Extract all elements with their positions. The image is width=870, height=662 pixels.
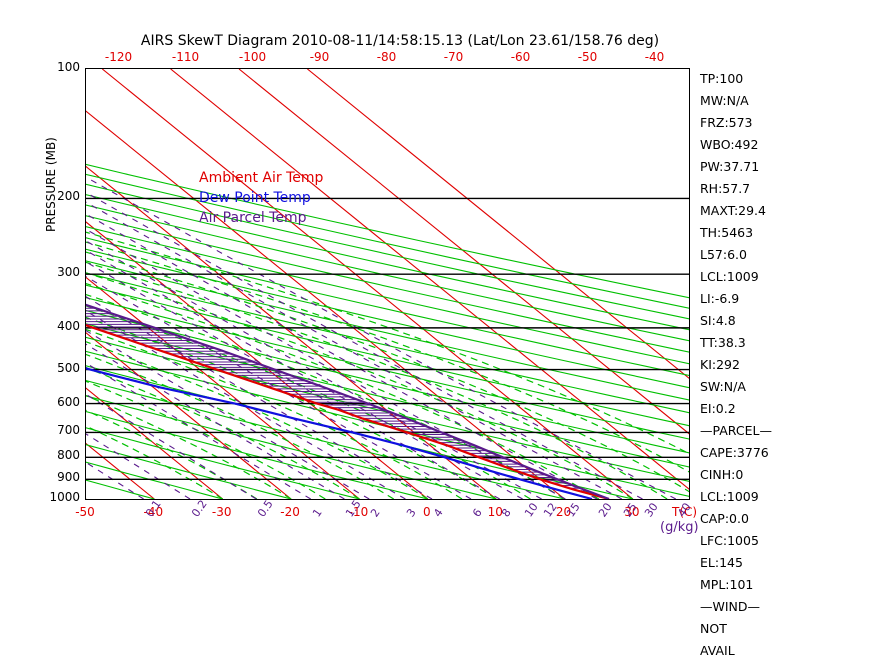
parameter-wbo492: WBO:492: [700, 137, 759, 152]
parameter-swna: SW:N/A: [700, 379, 746, 394]
top-temp-tick--110: -110: [171, 50, 200, 64]
parameter-cape3776: CAPE:3776: [700, 445, 769, 460]
page-title: AIRS SkewT Diagram 2010-08-11/14:58:15.1…: [140, 33, 660, 49]
bottom-temp-tick-10: 10: [487, 505, 503, 519]
bottom-temp-tick--30: -30: [211, 505, 232, 519]
top-temp-tick--100: -100: [238, 50, 267, 64]
parameter-mpl101: MPL:101: [700, 577, 754, 592]
parameter-th5463: TH:5463: [700, 225, 754, 240]
mixing-ratio-tick-1: 1: [309, 506, 325, 520]
pressure-tick-400: 400: [57, 318, 80, 333]
parameter-maxt294: MAXT:29.4: [700, 203, 766, 218]
legend-ambient-air-temp: Ambient Air Temp: [199, 170, 324, 186]
x-axis-temp-label: T(C): [672, 505, 698, 519]
bottom-temp-tick-0: 0: [423, 505, 431, 519]
pressure-tick-500: 500: [57, 360, 80, 375]
bottom-temp-tick--50: -50: [75, 505, 95, 519]
top-temp-tick--50: -50: [577, 50, 598, 64]
pressure-tick-900: 900: [57, 470, 80, 485]
parameter-pw3771: PW:37.71: [700, 159, 760, 174]
bottom-temp-tick--20: -20: [280, 505, 300, 519]
skewt-plot-area: Ambient Air Temp Dew Point Temp Air Parc…: [85, 68, 690, 500]
parameter-li69: LI:-6.9: [700, 291, 740, 306]
top-temp-tick--80: -80: [376, 50, 397, 64]
pressure-tick-700: 700: [57, 423, 80, 438]
legend-air-parcel-temp: Air Parcel Temp: [199, 210, 307, 226]
parameter-cap00: CAP:0.0: [700, 511, 749, 526]
x-axis-mixing-label: (g/kg): [660, 520, 699, 535]
parameter-si48: SI:4.8: [700, 313, 736, 328]
parameter-parcel: —PARCEL—: [700, 423, 772, 438]
parameter-el145: EL:145: [700, 555, 743, 570]
bottom-temp-tick--40: -40: [143, 505, 164, 519]
parameter-avail: AVAIL: [700, 643, 735, 658]
y-axis-label: PRESSURE (MB): [44, 137, 58, 232]
top-temp-tick--120: -120: [104, 50, 133, 64]
skewt-grid: [86, 69, 689, 499]
bottom-temp-tick-20: 20: [555, 505, 572, 519]
top-temp-tick--60: -60: [510, 50, 531, 64]
mixing-ratio-tick-10: 10: [521, 500, 541, 520]
skewt-curves: [86, 303, 610, 499]
top-temp-tick--40: -40: [644, 50, 665, 64]
legend-dew-point-temp: Dew Point Temp: [199, 190, 311, 206]
parameter-frz573: FRZ:573: [700, 115, 753, 130]
parameter-lcl1009: LCL:1009: [700, 269, 759, 284]
parameter-lcl1009: LCL:1009: [700, 489, 759, 504]
parameter-lfc1005: LFC:1005: [700, 533, 759, 548]
pressure-tick-100: 100: [57, 60, 80, 74]
mixing-ratio-tick-20: 20: [595, 500, 615, 520]
skewt-diagram-root: AIRS SkewT Diagram 2010-08-11/14:58:15.1…: [44, 33, 772, 658]
parameter-tp100: TP:100: [700, 71, 744, 86]
pressure-tick-800: 800: [57, 448, 80, 463]
pressure-tick-200: 200: [57, 189, 80, 204]
pressure-tick-1000: 1000: [49, 490, 80, 504]
parameter-not: NOT: [700, 621, 727, 636]
parameter-panel: TP:100 MW:N/A FRZ:573 WBO:492 PW:37.71 RH:57.…: [700, 68, 866, 662]
parameter-ki292: KI:292: [700, 357, 740, 372]
parameter-rh577: RH:57.7: [700, 181, 751, 196]
parameter-cinh0: CINH:0: [700, 467, 744, 482]
pressure-tick-600: 600: [57, 394, 80, 409]
bottom-temp-tick--10: -10: [348, 505, 369, 519]
parameter-ei02: EI:0.2: [700, 401, 736, 416]
bottom-temp-tick-30: 30: [624, 505, 640, 519]
pressure-tick-300: 300: [57, 265, 80, 280]
parameter-l5760: L57:6.0: [700, 247, 747, 262]
parameter-mwna: MW:N/A: [700, 93, 749, 108]
parameter-wind: —WIND—: [700, 599, 761, 614]
top-temp-tick--70: -70: [443, 50, 464, 64]
parameter-tt383: TT:38.3: [700, 335, 746, 350]
top-temp-tick--90: -90: [309, 50, 330, 64]
